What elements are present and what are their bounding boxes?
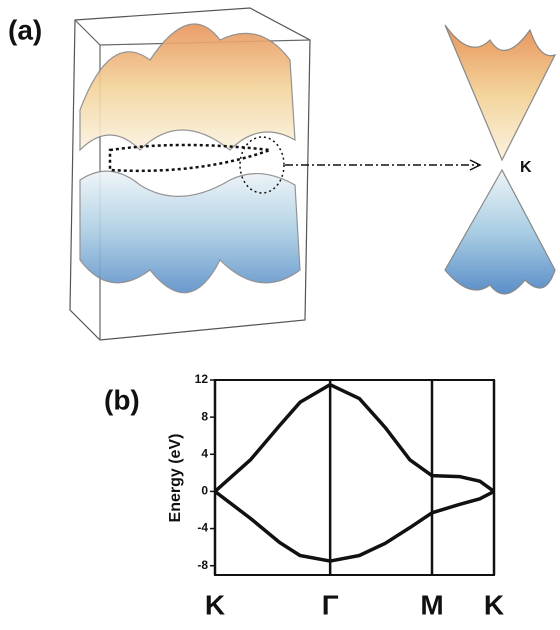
k-point-label: K <box>520 159 532 176</box>
band-line <box>215 491 494 561</box>
y-axis-label: Energy (eV) <box>167 434 184 523</box>
figure: (a) K (b) Energy (eV) 12 8 4 0 -4 -8 K Γ M K <box>0 0 560 630</box>
panel-label: (b) <box>104 384 140 415</box>
panel-label: (a) <box>8 14 42 45</box>
band-3d <box>70 8 555 340</box>
band-line <box>215 385 494 492</box>
y-tick-label: 12 <box>195 372 209 386</box>
y-tick-label: 8 <box>201 409 208 423</box>
x-tick-label: Γ <box>322 589 339 620</box>
y-tick-label: 4 <box>201 446 208 460</box>
y-tick-label: -8 <box>197 558 208 572</box>
x-tick-label: K <box>205 589 225 620</box>
y-tick-label: -4 <box>197 521 208 535</box>
x-tick-label: M <box>420 589 443 620</box>
y-tick-label: 0 <box>201 484 208 498</box>
x-tick-label: K <box>484 589 504 620</box>
